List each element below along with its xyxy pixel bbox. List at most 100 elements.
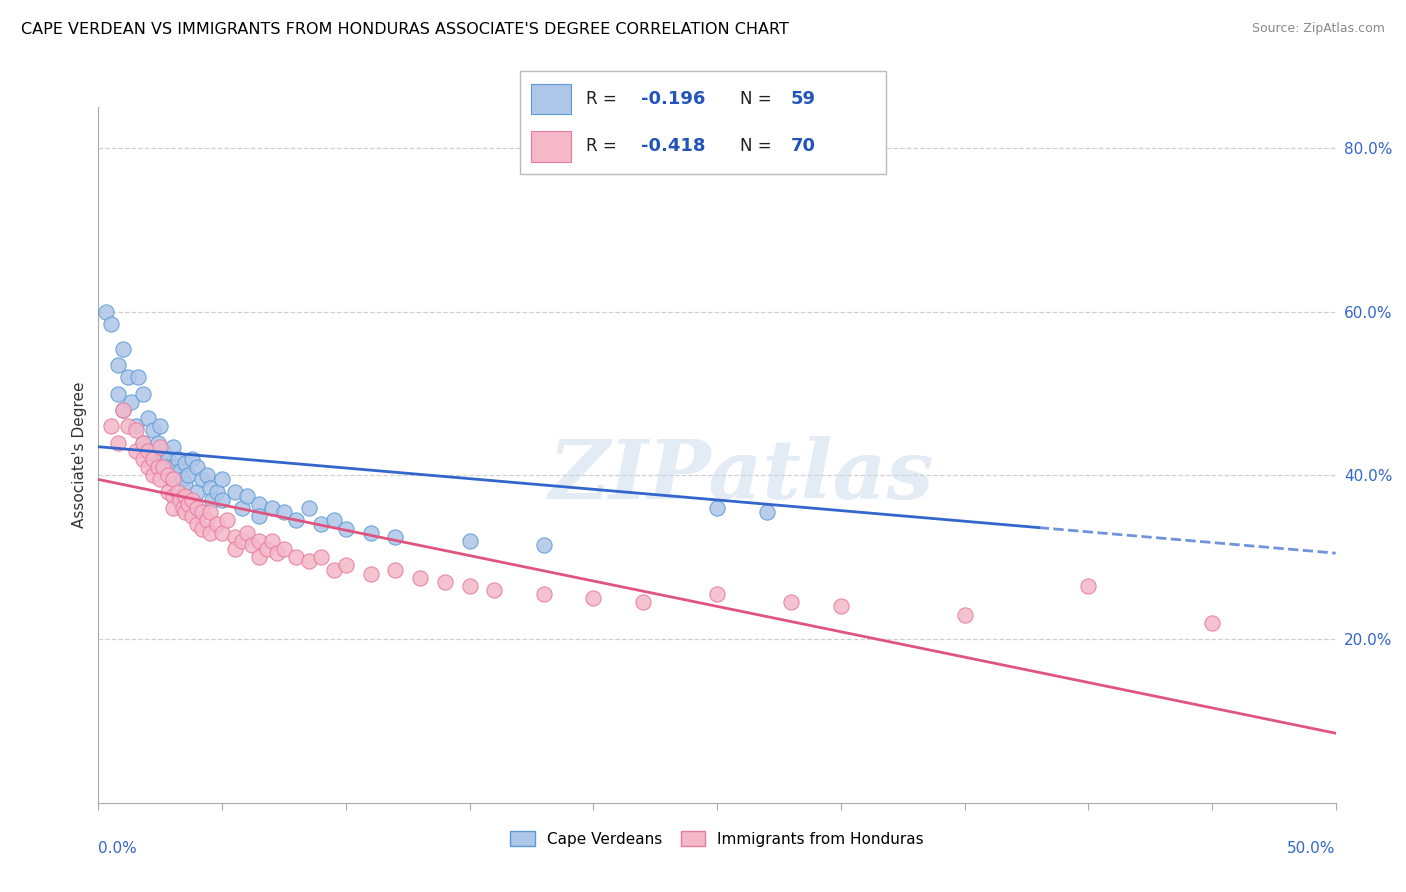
Point bbox=[285, 513, 308, 527]
Text: R =: R = bbox=[586, 137, 621, 155]
Point bbox=[120, 394, 142, 409]
Point bbox=[181, 452, 204, 467]
Point bbox=[205, 517, 228, 532]
Point bbox=[132, 386, 155, 401]
Point bbox=[195, 513, 218, 527]
Point bbox=[433, 574, 456, 589]
Point bbox=[162, 460, 184, 475]
Point bbox=[162, 473, 184, 487]
Point bbox=[132, 435, 155, 450]
Point bbox=[146, 460, 169, 475]
Point bbox=[132, 452, 155, 467]
Point bbox=[266, 546, 288, 560]
Point bbox=[198, 505, 221, 519]
Point bbox=[533, 587, 555, 601]
Point bbox=[458, 533, 481, 548]
Point bbox=[298, 554, 321, 568]
Point bbox=[247, 509, 270, 524]
Text: 59: 59 bbox=[790, 90, 815, 108]
Point bbox=[198, 481, 221, 495]
Point bbox=[162, 440, 184, 454]
Point bbox=[152, 460, 174, 475]
Point bbox=[176, 497, 198, 511]
Point bbox=[181, 492, 204, 507]
Point bbox=[156, 468, 179, 483]
Point bbox=[458, 579, 481, 593]
Text: -0.418: -0.418 bbox=[641, 137, 706, 155]
Point bbox=[162, 473, 184, 487]
Point bbox=[211, 525, 233, 540]
Point bbox=[100, 419, 122, 434]
Point bbox=[484, 582, 506, 597]
Point bbox=[112, 342, 135, 356]
Point bbox=[256, 542, 278, 557]
Point bbox=[273, 542, 295, 557]
Point bbox=[224, 542, 246, 557]
Point bbox=[107, 358, 129, 372]
Point bbox=[260, 501, 283, 516]
Point bbox=[322, 562, 344, 576]
Point bbox=[191, 505, 214, 519]
Text: CAPE VERDEAN VS IMMIGRANTS FROM HONDURAS ASSOCIATE'S DEGREE CORRELATION CHART: CAPE VERDEAN VS IMMIGRANTS FROM HONDURAS… bbox=[21, 22, 789, 37]
Point bbox=[201, 492, 224, 507]
Point bbox=[247, 497, 270, 511]
Point bbox=[172, 501, 194, 516]
Point bbox=[186, 484, 208, 499]
Point bbox=[124, 423, 146, 437]
Text: -0.196: -0.196 bbox=[641, 90, 706, 108]
Point bbox=[830, 599, 852, 614]
Point bbox=[136, 460, 159, 475]
Point bbox=[384, 562, 406, 576]
Point bbox=[174, 476, 197, 491]
Point bbox=[780, 595, 803, 609]
Text: N =: N = bbox=[740, 137, 776, 155]
Point bbox=[582, 591, 605, 606]
Point bbox=[146, 435, 169, 450]
Text: 0.0%: 0.0% bbox=[98, 841, 138, 856]
Point bbox=[142, 452, 165, 467]
Text: 70: 70 bbox=[790, 137, 815, 155]
Point bbox=[231, 533, 253, 548]
Point bbox=[191, 473, 214, 487]
Point bbox=[217, 513, 239, 527]
Point bbox=[174, 505, 197, 519]
Point bbox=[186, 460, 208, 475]
FancyBboxPatch shape bbox=[531, 131, 571, 161]
Point bbox=[231, 501, 253, 516]
Point bbox=[211, 473, 233, 487]
Point bbox=[236, 489, 259, 503]
Point bbox=[247, 550, 270, 565]
Point bbox=[124, 443, 146, 458]
Point bbox=[322, 513, 344, 527]
Point bbox=[112, 403, 135, 417]
Point bbox=[162, 501, 184, 516]
Point bbox=[273, 505, 295, 519]
Text: N =: N = bbox=[740, 90, 776, 108]
Point bbox=[127, 370, 149, 384]
Point bbox=[107, 435, 129, 450]
Text: 50.0%: 50.0% bbox=[1288, 841, 1336, 856]
Point bbox=[162, 489, 184, 503]
Point bbox=[360, 525, 382, 540]
Point bbox=[335, 558, 357, 573]
Point bbox=[100, 317, 122, 331]
Point bbox=[533, 538, 555, 552]
Point bbox=[191, 522, 214, 536]
Point bbox=[142, 452, 165, 467]
FancyBboxPatch shape bbox=[520, 71, 886, 174]
Point bbox=[172, 473, 194, 487]
Point bbox=[247, 533, 270, 548]
Point bbox=[384, 530, 406, 544]
Legend: Cape Verdeans, Immigrants from Honduras: Cape Verdeans, Immigrants from Honduras bbox=[503, 823, 931, 855]
Point bbox=[152, 443, 174, 458]
Point bbox=[94, 304, 117, 318]
Point bbox=[186, 517, 208, 532]
Point bbox=[176, 468, 198, 483]
Point bbox=[205, 484, 228, 499]
Point bbox=[149, 440, 172, 454]
Point bbox=[309, 550, 332, 565]
Point bbox=[169, 464, 191, 478]
Point bbox=[224, 530, 246, 544]
Point bbox=[186, 501, 208, 516]
Y-axis label: Associate's Degree: Associate's Degree bbox=[72, 382, 87, 528]
